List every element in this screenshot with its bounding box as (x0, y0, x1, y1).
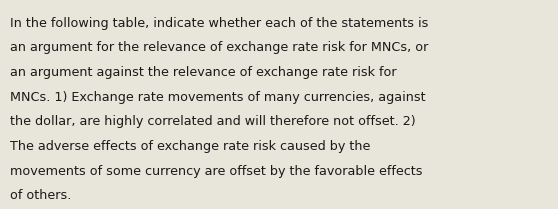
Text: of others.: of others. (10, 189, 71, 202)
Text: MNCs. 1) Exchange rate movements of many currencies, against: MNCs. 1) Exchange rate movements of many… (10, 91, 426, 104)
Text: The adverse effects of exchange rate risk caused by the: The adverse effects of exchange rate ris… (10, 140, 371, 153)
Text: In the following table, indicate whether each of the statements is: In the following table, indicate whether… (10, 17, 429, 30)
Text: an argument against the relevance of exchange rate risk for: an argument against the relevance of exc… (10, 66, 397, 79)
Text: movements of some currency are offset by the favorable effects: movements of some currency are offset by… (10, 165, 422, 178)
Text: an argument for the relevance of exchange rate risk for MNCs, or: an argument for the relevance of exchang… (10, 41, 429, 54)
Text: the dollar, are highly correlated and will therefore not offset. 2): the dollar, are highly correlated and wi… (10, 115, 416, 128)
